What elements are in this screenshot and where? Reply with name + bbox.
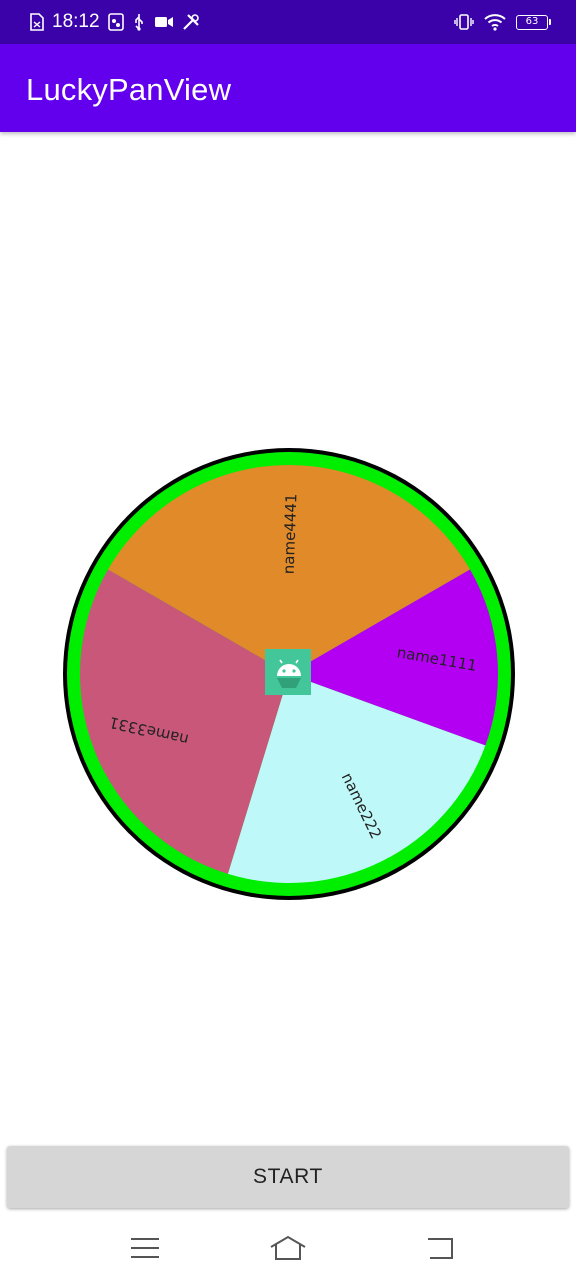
document-icon xyxy=(30,13,44,31)
tools-icon xyxy=(182,14,199,30)
app-bar: LuckyPanView xyxy=(0,44,576,132)
home-button[interactable] xyxy=(268,1228,308,1268)
wheel-segment xyxy=(227,674,486,884)
segment-label: name4441 xyxy=(280,493,301,574)
back-icon xyxy=(428,1238,453,1259)
home-icon xyxy=(270,1235,306,1260)
battery-icon: 63 xyxy=(516,14,551,30)
status-bar: 18:12 63 xyxy=(0,0,576,44)
app-title: LuckyPanView xyxy=(26,72,232,107)
wifi-icon xyxy=(484,14,506,31)
back-button[interactable] xyxy=(420,1228,460,1268)
menu-button[interactable] xyxy=(125,1228,165,1268)
wheel-segments xyxy=(79,464,499,884)
usb-icon xyxy=(134,14,143,31)
wheel-segment xyxy=(79,569,289,874)
battery-level: 63 xyxy=(525,15,539,27)
android-icon[interactable] xyxy=(265,649,311,695)
video-record-icon xyxy=(154,17,173,27)
navigation-bar xyxy=(0,1214,576,1280)
lucky-wheel[interactable]: name4441 name1111 name222 name3331 xyxy=(61,446,517,902)
start-button[interactable]: START xyxy=(7,1146,569,1208)
wheel-segment xyxy=(108,464,470,674)
status-time: 18:12 xyxy=(52,11,100,32)
notification-icon xyxy=(107,13,124,31)
wheel-segment xyxy=(289,569,499,746)
vibrate-icon xyxy=(454,14,474,30)
menu-icon xyxy=(131,1238,159,1258)
